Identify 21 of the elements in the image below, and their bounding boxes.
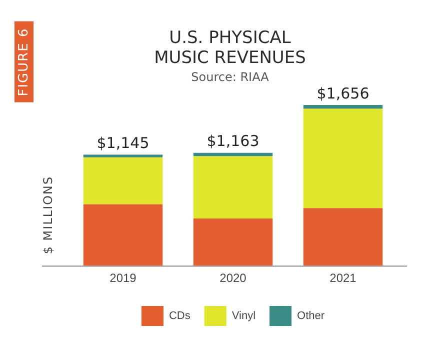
bar	[83, 204, 163, 266]
bar	[303, 108, 383, 208]
annotation: $1,145	[96, 134, 150, 152]
bar	[83, 154, 163, 158]
bar	[193, 218, 273, 266]
legend-label: Other	[297, 310, 325, 322]
bar	[83, 157, 163, 204]
x-tick-label: 2019	[110, 271, 137, 286]
annotation: $1,656	[316, 84, 370, 102]
chart-subtitle: Source: RIAA	[190, 70, 270, 84]
legend-label: CDs	[168, 310, 191, 322]
legend-label: Vinyl	[232, 310, 256, 322]
bar	[303, 105, 383, 109]
y-axis-title: $ MILLIONS	[41, 176, 55, 254]
x-tick-label: 2020	[220, 271, 247, 286]
caption: FIGURE 6	[14, 22, 34, 102]
annotation: $1,163	[206, 132, 260, 150]
bar	[303, 208, 383, 266]
chart-title: U.S. PHYSICAL MUSIC REVENUES	[153, 28, 307, 68]
bar	[193, 156, 273, 219]
x-tick-label: 2021	[330, 271, 357, 286]
